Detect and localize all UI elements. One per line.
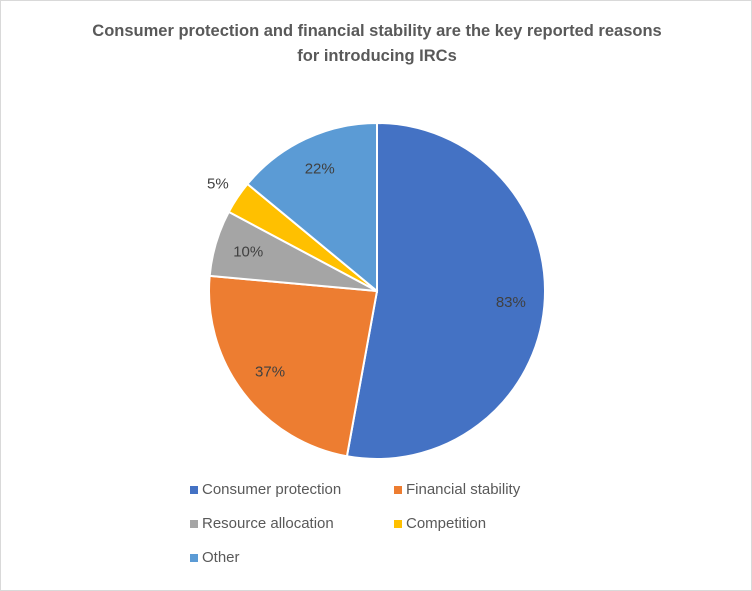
legend-label: Other — [202, 549, 240, 566]
chart-title: Consumer protection and financial stabil… — [92, 22, 662, 65]
legend-label: Resource allocation — [202, 515, 334, 532]
data-label: 22% — [305, 160, 335, 177]
pie-slice — [208, 274, 379, 458]
legend-swatch — [394, 520, 402, 528]
data-label: 10% — [233, 244, 263, 261]
pie-slice — [246, 121, 378, 294]
legend-swatch — [190, 486, 198, 494]
pie-slice — [345, 121, 546, 460]
data-label: 83% — [496, 294, 526, 311]
data-label: 37% — [255, 363, 285, 380]
legend-label: Financial stability — [406, 481, 521, 498]
legend-swatch — [394, 486, 402, 494]
legend-label: Consumer protection — [202, 481, 341, 498]
data-label: 5% — [207, 175, 229, 192]
legend-swatch — [190, 554, 198, 562]
legend-swatch — [190, 520, 198, 528]
legend-label: Competition — [406, 515, 486, 532]
